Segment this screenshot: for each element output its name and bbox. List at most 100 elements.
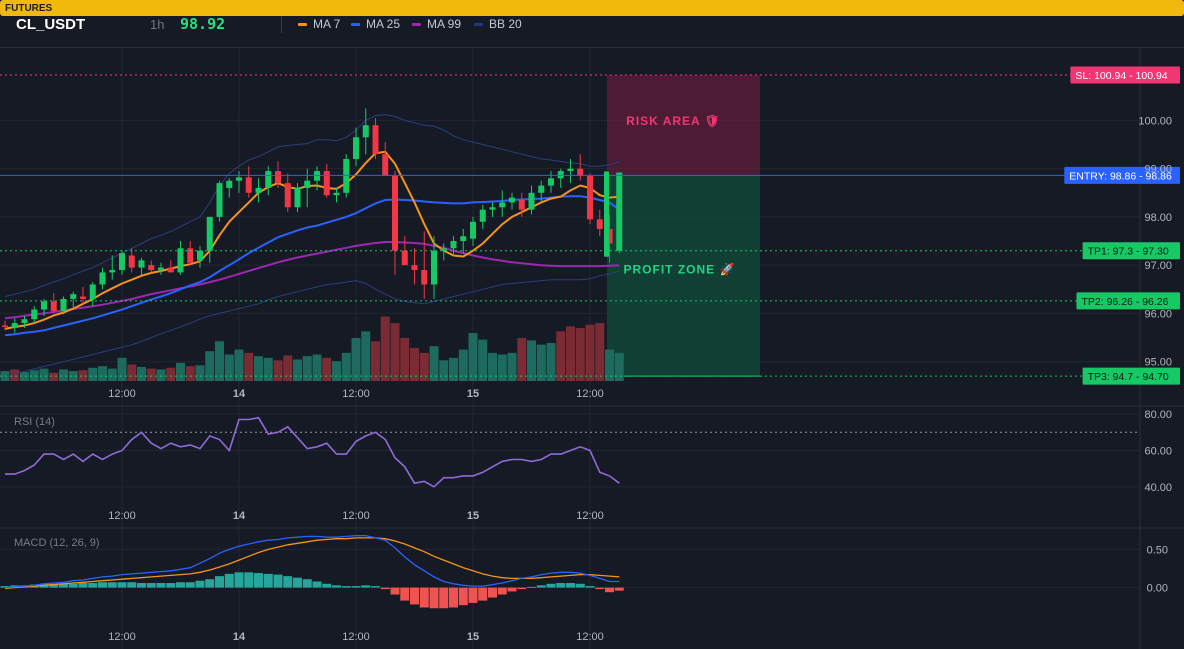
macd-histogram-bar: [371, 586, 380, 588]
macd-histogram-bar: [312, 581, 322, 588]
macd-histogram-bar: [507, 587, 517, 592]
candle-body: [2, 325, 8, 327]
macd-histogram-bar: [458, 587, 468, 606]
tp3-tag-label: TP3: 94.7 - 94.70: [1088, 371, 1169, 383]
volume-bar: [29, 370, 39, 381]
volume-bar: [488, 352, 497, 381]
candle-body: [606, 228, 613, 244]
volume-bar: [507, 352, 517, 381]
macd-histogram-bar: [224, 573, 234, 588]
time-tick: 14: [233, 388, 246, 400]
macd-histogram-bar: [341, 586, 351, 588]
time-tick: 15: [467, 631, 479, 643]
macd-histogram-bar: [293, 577, 302, 588]
volume-bar: [332, 361, 341, 381]
macd-histogram-bar: [302, 579, 312, 588]
macd-title: MACD (12, 26, 9): [14, 537, 100, 549]
volume-bar: [107, 368, 117, 381]
legend-label: BB 20: [489, 17, 522, 31]
rsi-tick: 60.00: [1144, 445, 1172, 457]
volume-bar: [371, 341, 380, 381]
macd-histogram-bar: [98, 582, 107, 588]
volume-bar: [322, 357, 332, 381]
legend-ma7[interactable]: MA 7: [298, 0, 340, 48]
volume-bars: [0, 316, 624, 381]
volume-bar: [224, 354, 234, 381]
candle-body: [11, 323, 18, 328]
legend-swatch: [412, 22, 421, 26]
macd-tick: 0.00: [1147, 583, 1168, 595]
candle-body: [440, 248, 447, 251]
candle-body: [70, 294, 77, 299]
volume-bar: [185, 366, 195, 381]
time-tick: 12:00: [576, 510, 604, 522]
candlesticks: [2, 108, 623, 333]
volume-bar: [215, 341, 224, 381]
candle-body: [567, 168, 574, 172]
volume-bar: [20, 371, 29, 381]
profit-zone-label: PROFIT ZONE 🚀: [624, 262, 736, 276]
volume-bar: [312, 354, 322, 381]
macd-histogram-bar: [0, 586, 10, 588]
macd-histogram-bar: [351, 586, 361, 588]
time-tick: 12:00: [576, 631, 604, 643]
volume-bar: [380, 316, 390, 381]
volume-bar: [468, 333, 478, 381]
candle-body: [518, 200, 525, 210]
volume-bar: [283, 355, 293, 381]
candle-body: [470, 221, 476, 239]
volume-bar: [400, 337, 410, 381]
candle-body: [450, 241, 457, 249]
candle-body: [333, 192, 340, 196]
macd-histogram-bar: [410, 587, 419, 605]
volume-bar: [458, 349, 468, 381]
price-tick: 97.00: [1144, 260, 1172, 272]
macd-histogram-bar: [595, 587, 605, 590]
macd-histogram-bar: [215, 576, 224, 588]
macd-histogram-bar: [536, 585, 546, 588]
macd-histogram-bar: [68, 583, 78, 588]
time-tick: 12:00: [342, 631, 370, 643]
candle-body: [382, 154, 389, 176]
time-tick: 12:00: [108, 388, 136, 400]
legend-ma99[interactable]: MA 99: [412, 0, 461, 48]
legend-ma25[interactable]: MA 25: [351, 0, 400, 48]
price-tick: 99.00: [1144, 164, 1172, 176]
candle-body: [557, 171, 564, 179]
volume-bar: [351, 337, 361, 381]
candle-body: [60, 298, 67, 312]
bollinger-bands: [4, 114, 620, 377]
interval-label[interactable]: 1h: [150, 16, 165, 32]
entry-tag: [1064, 166, 1180, 184]
volume-bar: [439, 360, 449, 381]
macd-histogram-bar: [361, 585, 371, 588]
volume-bar: [117, 357, 127, 381]
candle-body: [226, 180, 233, 188]
legend-swatch: [298, 22, 307, 26]
candle-body: [460, 236, 467, 242]
candle-body: [304, 180, 311, 188]
entry-tag-label: ENTRY: 98.86 - 98.86: [1069, 170, 1172, 182]
macd-histogram-bar: [556, 583, 566, 588]
volume-bar: [39, 368, 49, 381]
volume-bar: [78, 370, 88, 381]
volume-bar: [575, 328, 585, 381]
volume-bar: [497, 354, 507, 381]
profit-zone: [607, 175, 760, 377]
symbol-name[interactable]: CL_USDT: [16, 15, 86, 33]
macd-histogram-bar: [263, 573, 273, 588]
legend-swatch: [351, 22, 360, 26]
legend-bb20[interactable]: BB 20: [474, 0, 522, 48]
macd-histogram-bar: [59, 583, 68, 588]
candle-body: [538, 185, 545, 193]
candle-body: [31, 309, 38, 320]
macd-histogram-bar: [283, 576, 293, 588]
volume-bar: [536, 344, 546, 381]
tp1-tag-label: TP1: 97.3 - 97.30: [1088, 246, 1169, 258]
time-tick: 15: [467, 510, 479, 522]
candle-body: [323, 171, 330, 196]
volume-bar: [341, 352, 351, 381]
macd-signal-line: [4, 537, 620, 590]
macd-histogram-bar: [127, 582, 137, 588]
